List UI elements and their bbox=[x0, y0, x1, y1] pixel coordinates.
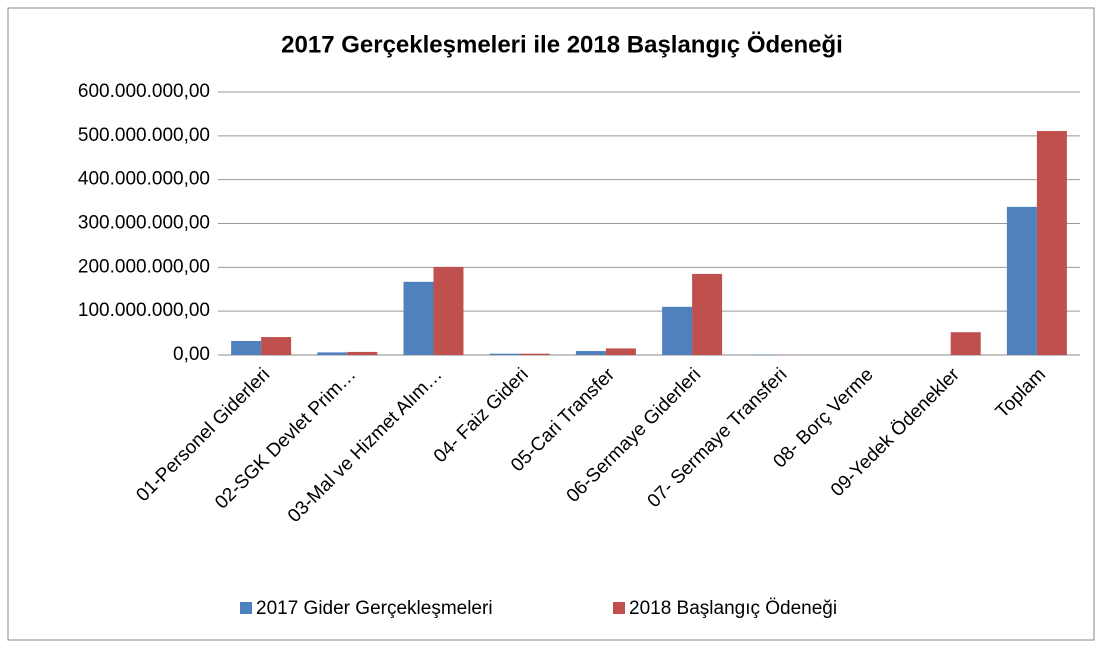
bar bbox=[576, 351, 606, 355]
bar bbox=[692, 274, 722, 355]
bar bbox=[606, 348, 636, 355]
y-tick-label: 200.000.000,00 bbox=[78, 256, 210, 277]
bar bbox=[261, 337, 291, 355]
bar bbox=[1037, 131, 1067, 355]
legend-label: 2018 Başlangıç Ödeneği bbox=[629, 598, 837, 619]
chart-title: 2017 Gerçekleşmeleri ile 2018 Başlangıç … bbox=[281, 31, 843, 58]
y-tick-label: 500.000.000,00 bbox=[78, 125, 210, 146]
y-tick-label: 0,00 bbox=[173, 344, 210, 365]
bar bbox=[434, 267, 464, 355]
y-tick-label: 400.000.000,00 bbox=[78, 169, 210, 190]
legend-label: 2017 Gider Gerçekleşmeleri bbox=[256, 598, 493, 619]
legend-swatch bbox=[613, 602, 625, 614]
legend-swatch bbox=[240, 602, 252, 614]
bar bbox=[490, 354, 520, 355]
bar bbox=[520, 354, 550, 355]
bar bbox=[317, 352, 347, 355]
chart-border bbox=[8, 8, 1094, 640]
y-tick-label: 100.000.000,00 bbox=[78, 300, 210, 321]
bar bbox=[347, 352, 377, 355]
bar bbox=[231, 341, 261, 355]
bar bbox=[404, 282, 434, 355]
bar bbox=[1007, 207, 1037, 355]
y-tick-label: 600.000.000,00 bbox=[78, 81, 210, 102]
bar bbox=[951, 332, 981, 355]
y-tick-label: 300.000.000,00 bbox=[78, 213, 210, 234]
bar bbox=[662, 307, 692, 355]
